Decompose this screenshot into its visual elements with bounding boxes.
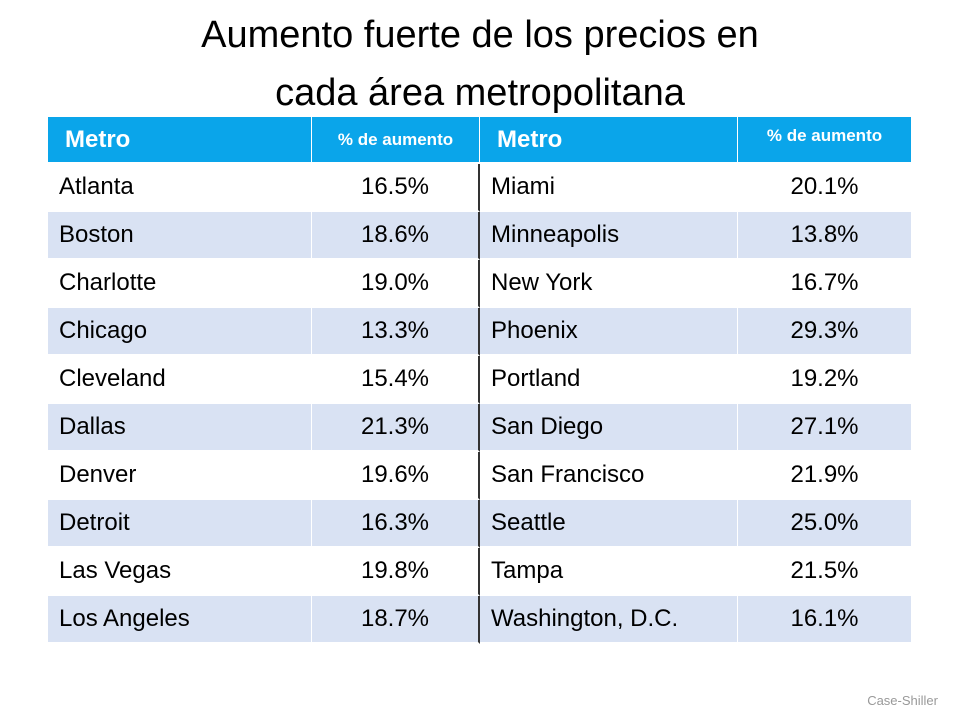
metro-cell: Los Angeles xyxy=(48,596,312,644)
metro-cell: Denver xyxy=(48,452,312,500)
percent-cell: 13.3% xyxy=(312,308,480,356)
metro-cell: Miami xyxy=(480,164,738,212)
percent-cell: 20.1% xyxy=(738,164,912,212)
percent-cell: 21.5% xyxy=(738,548,912,596)
title-line: Aumento fuerte de los precios en xyxy=(201,14,759,56)
percent-cell: 25.0% xyxy=(738,500,912,548)
header-cell: Metro xyxy=(480,117,738,164)
metro-cell: Portland xyxy=(480,356,738,404)
percent-cell: 21.9% xyxy=(738,452,912,500)
percent-cell: 16.3% xyxy=(312,500,480,548)
percent-cell: 16.1% xyxy=(738,596,912,644)
header-cell: Metro xyxy=(48,117,312,164)
source: Case-Shiller xyxy=(867,693,938,708)
metro-cell: Tampa xyxy=(480,548,738,596)
header-cell: % de aumento xyxy=(312,117,480,164)
metro-cell: New York xyxy=(480,260,738,308)
metro-cell: Phoenix xyxy=(480,308,738,356)
percent-cell: 27.1% xyxy=(738,404,912,452)
metro-cell: San Francisco xyxy=(480,452,738,500)
metro-cell: Dallas xyxy=(48,404,312,452)
metro-cell: Detroit xyxy=(48,500,312,548)
metro-cell: Las Vegas xyxy=(48,548,312,596)
header-cell: % de aumento xyxy=(738,117,912,164)
metro-cell: San Diego xyxy=(480,404,738,452)
percent-cell: 19.6% xyxy=(312,452,480,500)
percent-cell: 21.3% xyxy=(312,404,480,452)
metro-cell: Seattle xyxy=(480,500,738,548)
percent-cell: 16.5% xyxy=(312,164,480,212)
percent-cell: 18.6% xyxy=(312,212,480,260)
percent-cell: 29.3% xyxy=(738,308,912,356)
table: Metro% de aumento Metro% de aumento Atlant… xyxy=(48,117,912,644)
percent-cell: 19.8% xyxy=(312,548,480,596)
metro-cell: Cleveland xyxy=(48,356,312,404)
percent-cell: 18.7% xyxy=(312,596,480,644)
metro-cell: Chicago xyxy=(48,308,312,356)
metro-cell: Minneapolis xyxy=(480,212,738,260)
percent-cell: 16.7% xyxy=(738,260,912,308)
metro-cell: Charlotte xyxy=(48,260,312,308)
percent-cell: 13.8% xyxy=(738,212,912,260)
metro-cell: Washington, D.C. xyxy=(480,596,738,644)
percent-cell: 15.4% xyxy=(312,356,480,404)
percent-cell: 19.2% xyxy=(738,356,912,404)
title-line: cada área metropolitana xyxy=(275,72,685,114)
metro-cell: Atlanta xyxy=(48,164,312,212)
percent-cell: 19.0% xyxy=(312,260,480,308)
metro-cell: Boston xyxy=(48,212,312,260)
